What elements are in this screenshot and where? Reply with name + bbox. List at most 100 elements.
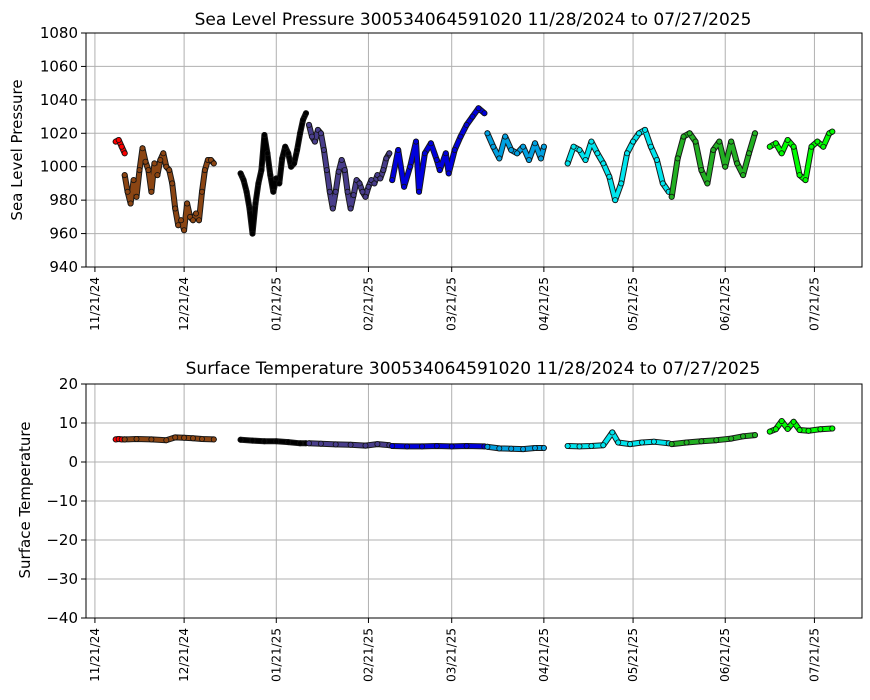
temperature-data-point: [790, 418, 797, 425]
pressure-data-point: [282, 143, 289, 150]
pressure-data-point: [136, 167, 143, 174]
pressure-y-tick-label: 940: [49, 258, 78, 276]
temperature-chart-title: Surface Temperature 300534064591020 11/2…: [186, 359, 761, 379]
pressure-data-point: [496, 155, 503, 162]
pressure-data-point: [359, 188, 366, 195]
pressure-series-0: [112, 136, 128, 157]
pressure-data-point: [279, 155, 286, 162]
temperature-data-point: [564, 442, 571, 449]
temperature-data-point: [508, 445, 515, 452]
pressure-data-point: [674, 155, 681, 162]
pressure-y-tick-label: 1080: [40, 24, 78, 42]
pressure-x-tick-label: 02/21/25: [361, 277, 375, 331]
pressure-data-point: [362, 193, 369, 200]
pressure-data-point: [778, 150, 785, 157]
pressure-data-point: [820, 143, 827, 150]
pressure-data-point: [249, 230, 256, 237]
pressure-data-point: [796, 172, 803, 179]
pressure-data-point: [520, 143, 527, 150]
pressure-series-2: [237, 110, 309, 237]
pressure-data-point: [490, 143, 497, 150]
temperature-grid: [86, 383, 862, 619]
temperature-data-point: [588, 442, 595, 449]
pressure-data-point: [121, 150, 128, 157]
pressure-data-point: [157, 156, 164, 163]
temperature-x-tick-label: 07/21/25: [807, 628, 821, 682]
temperature-data-point: [273, 438, 280, 445]
temperature-series-4: [389, 442, 488, 450]
pressure-data-point: [514, 150, 521, 157]
pressure-data-point: [347, 205, 354, 212]
temperature-series-1: [121, 434, 217, 444]
pressure-x-tick-label: 06/21/25: [718, 277, 732, 331]
temperature-series-2: [237, 436, 309, 447]
pressure-y-tick-label: 980: [49, 191, 78, 209]
pressure-data-point: [169, 180, 176, 187]
pressure-data-point: [130, 177, 137, 184]
temperature-data-point: [210, 436, 217, 443]
temperature-y-axis-label: Surface Temperature: [16, 422, 34, 579]
pressure-data-point: [728, 138, 735, 145]
pressure-data-point: [766, 143, 773, 150]
temperature-data-point: [609, 429, 616, 436]
temperature-x-tick-label: 01/21/25: [269, 628, 283, 682]
pressure-data-point: [308, 133, 315, 140]
pressure-data-point: [317, 130, 324, 137]
pressure-data-point: [829, 128, 836, 135]
pressure-series-3: [305, 121, 393, 212]
pressure-data-point: [401, 183, 408, 190]
pressure-data-point: [734, 160, 741, 167]
temperature-data-point: [600, 442, 607, 449]
pressure-data-point: [344, 188, 351, 195]
pressure-data-point: [790, 143, 797, 150]
pressure-data-point: [537, 155, 544, 162]
pressure-data-point: [653, 156, 660, 163]
temperature-data-point: [448, 443, 455, 450]
temperature-data-point: [133, 435, 140, 442]
pressure-data-point: [258, 167, 265, 174]
pressure-data-point: [415, 188, 422, 195]
pressure-data-point: [746, 150, 753, 157]
temperature-y-tick-label: 20: [59, 375, 78, 393]
temperature-data-point: [362, 442, 369, 449]
temperature-data-point: [740, 433, 747, 440]
pressure-data-point: [329, 205, 336, 212]
pressure-data-point: [297, 130, 304, 137]
temperature-data-point: [615, 439, 622, 446]
temperature-x-tick-label: 04/21/25: [537, 628, 551, 682]
temperature-data-point: [389, 442, 396, 449]
temperature-x-tick-label: 11/21/24: [88, 628, 102, 682]
temperature-data-point: [766, 428, 773, 435]
temperature-y-tick-label: −20: [46, 531, 78, 549]
pressure-data-point: [532, 140, 539, 147]
pressure-data-point: [189, 217, 196, 224]
pressure-data-point: [469, 113, 476, 120]
pressure-data-point: [481, 110, 488, 117]
pressure-data-point: [692, 138, 699, 145]
pressure-data-point: [445, 170, 452, 177]
pressure-data-point: [246, 205, 253, 212]
temperature-data-point: [532, 444, 539, 451]
pressure-series-layer: [112, 105, 836, 237]
pressure-data-point: [659, 180, 666, 187]
pressure-data-point: [600, 160, 607, 167]
pressure-data-point: [273, 175, 280, 182]
temperature-data-point: [752, 432, 759, 439]
temperature-data-point: [237, 436, 244, 443]
pressure-data-point: [508, 146, 515, 153]
temperature-data-point: [418, 443, 425, 450]
temperature-data-point: [829, 425, 836, 432]
pressure-series-outline: [668, 130, 758, 200]
temperature-data-point: [683, 439, 690, 446]
temperature-series-5: [484, 443, 547, 453]
pressure-data-point: [698, 167, 705, 174]
pressure-data-point: [630, 138, 637, 145]
temperature-data-point: [698, 438, 705, 445]
pressure-data-point: [172, 205, 179, 212]
pressure-data-point: [145, 167, 152, 174]
pressure-grid: [86, 32, 862, 268]
pressure-data-point: [252, 200, 259, 207]
temperature-data-point: [404, 443, 411, 450]
pressure-y-tick-label: 1000: [40, 158, 78, 176]
